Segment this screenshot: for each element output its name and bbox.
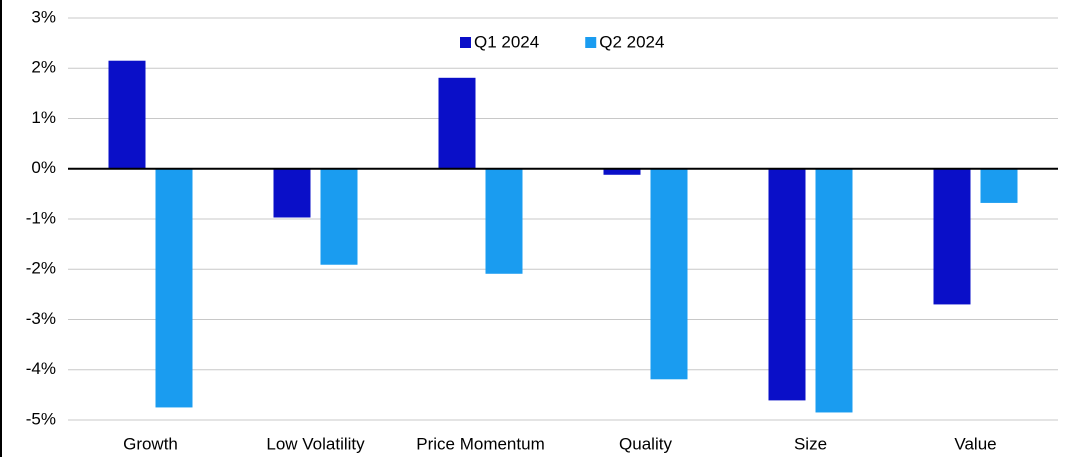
bar (320, 168, 358, 265)
x-tick-label: Growth (123, 434, 178, 453)
bar (815, 168, 853, 413)
y-tick-label: 0% (31, 158, 56, 177)
legend-swatch (585, 37, 597, 48)
y-tick-label: 2% (31, 58, 56, 77)
y-tick-label: 1% (31, 108, 56, 127)
bar (108, 60, 146, 169)
bar (980, 168, 1018, 203)
y-tick-label: -4% (26, 359, 56, 378)
y-tick-label: -1% (26, 208, 56, 227)
legend-label: Q2 2024 (599, 32, 664, 51)
bar (155, 168, 193, 408)
bar (650, 168, 688, 380)
legend-swatch (460, 37, 471, 48)
bar (273, 168, 311, 218)
y-tick-label: -5% (26, 409, 56, 428)
y-tick-label: -2% (26, 259, 56, 278)
bar (438, 77, 476, 169)
x-tick-label: Price Momentum (416, 434, 544, 453)
x-tick-label: Size (794, 434, 827, 453)
bar (933, 168, 971, 305)
x-tick-label: Value (954, 434, 996, 453)
y-tick-label: -3% (26, 309, 56, 328)
bar (603, 168, 641, 175)
bar (485, 168, 523, 274)
x-tick-label: Low Volatility (266, 434, 365, 453)
legend-label: Q1 2024 (474, 32, 539, 51)
x-tick-label: Quality (619, 434, 672, 453)
bar (768, 168, 806, 401)
y-tick-label: 3% (31, 7, 56, 26)
